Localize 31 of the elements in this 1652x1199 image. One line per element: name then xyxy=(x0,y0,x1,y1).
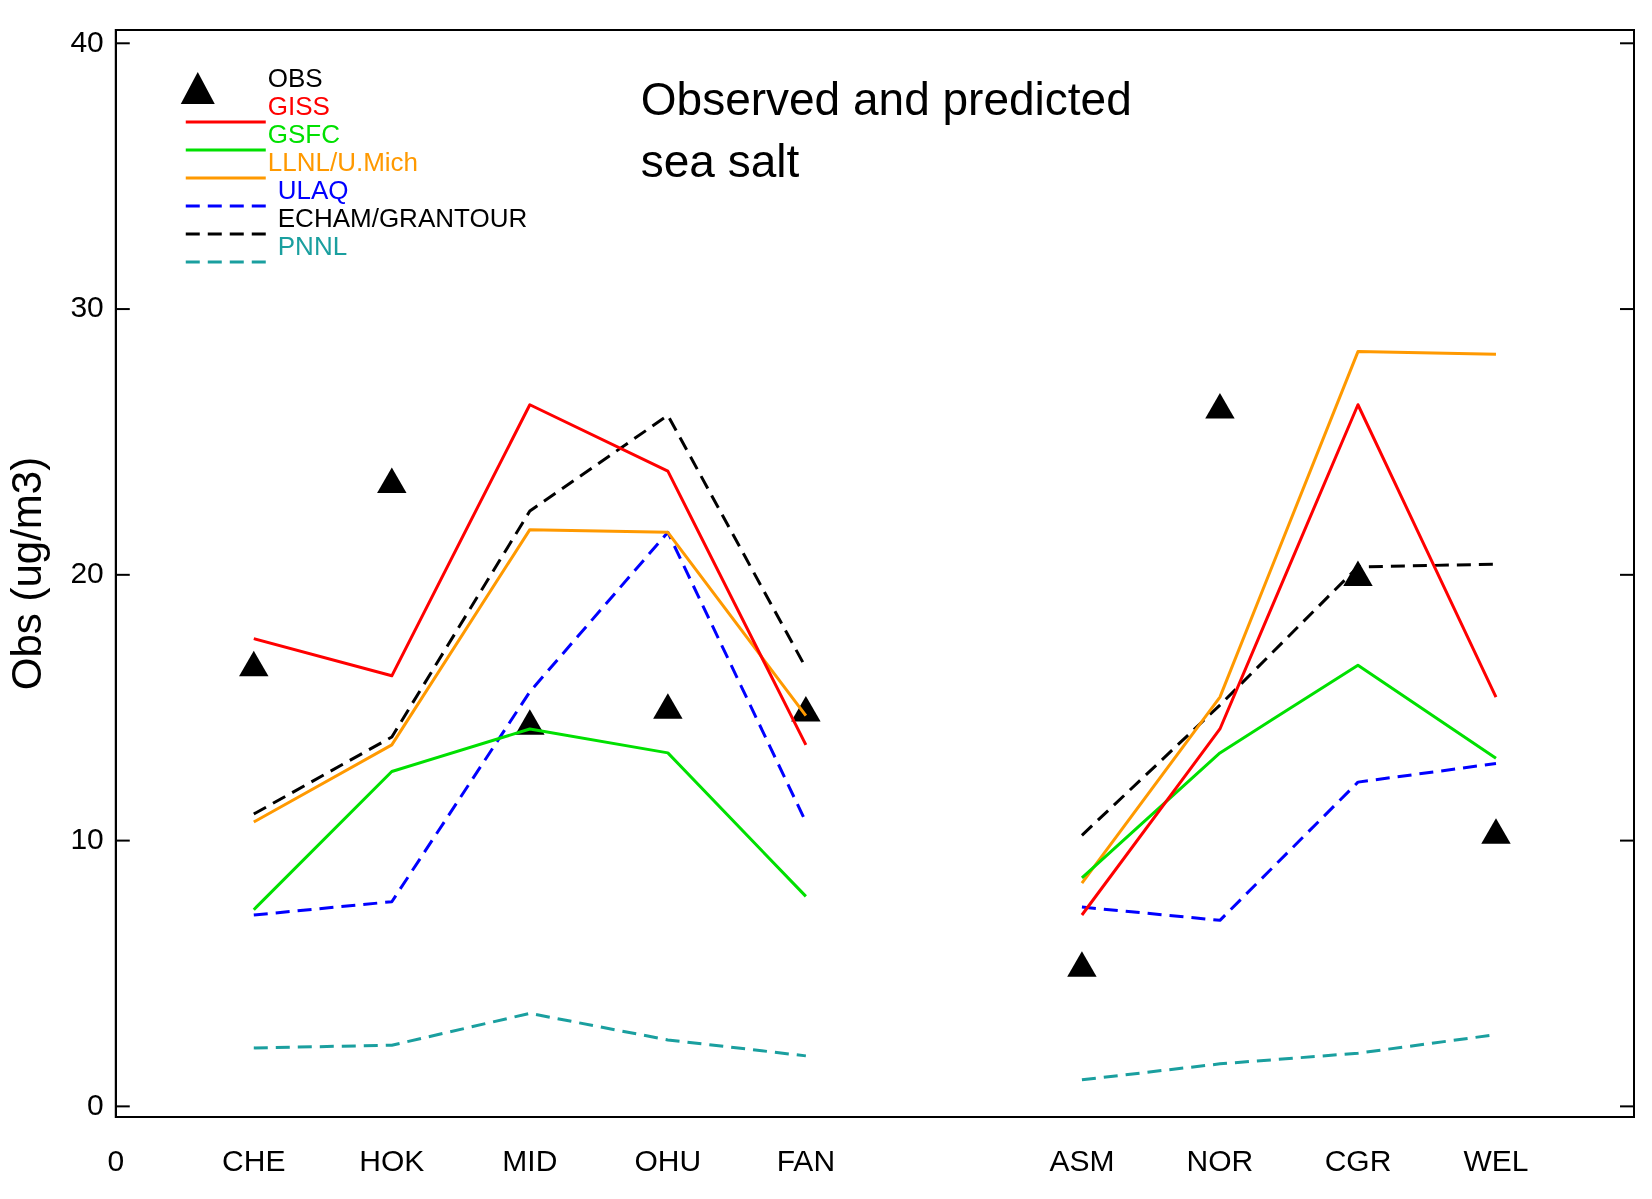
point xyxy=(1067,951,1097,977)
y-tick-label: 40 xyxy=(70,24,104,58)
x-tick-label: OHU xyxy=(634,1144,702,1178)
legend-label: LLNL/U.Mich xyxy=(267,147,419,178)
x-tick-label: FAN xyxy=(776,1144,836,1178)
x-tick-label: NOR xyxy=(1186,1144,1254,1178)
legend-label: OBS xyxy=(267,63,323,94)
legend-label: GSFC xyxy=(267,119,340,150)
y-axis-title: Obs (ug/m3) xyxy=(2,456,50,691)
y-tick-label: 0 xyxy=(87,1087,104,1121)
legend-label: ECHAM/GRANTOUR xyxy=(277,203,528,234)
y-tick-label: 20 xyxy=(70,556,104,590)
x-tick-label: 0 xyxy=(107,1144,125,1178)
legend-label: GISS xyxy=(267,91,330,122)
y-tick-label: 10 xyxy=(70,821,104,855)
legend-label: ULAQ xyxy=(277,175,349,206)
point xyxy=(1205,393,1235,419)
point xyxy=(1481,818,1511,844)
legend-label: PNNL xyxy=(277,231,348,262)
x-tick-label: WEL xyxy=(1463,1144,1529,1178)
point xyxy=(653,693,683,719)
x-tick-label: CGR xyxy=(1324,1144,1392,1178)
y-tick-label: 30 xyxy=(70,290,104,324)
x-tick-label: ASM xyxy=(1049,1144,1115,1178)
text: Observed and predicted sea salt xyxy=(640,73,1132,187)
point xyxy=(1343,560,1373,586)
x-tick-label: CHE xyxy=(222,1144,286,1178)
point xyxy=(239,650,269,677)
x-tick-label: HOK xyxy=(359,1144,425,1178)
point xyxy=(377,467,407,493)
x-tick-label: MID xyxy=(502,1144,558,1178)
